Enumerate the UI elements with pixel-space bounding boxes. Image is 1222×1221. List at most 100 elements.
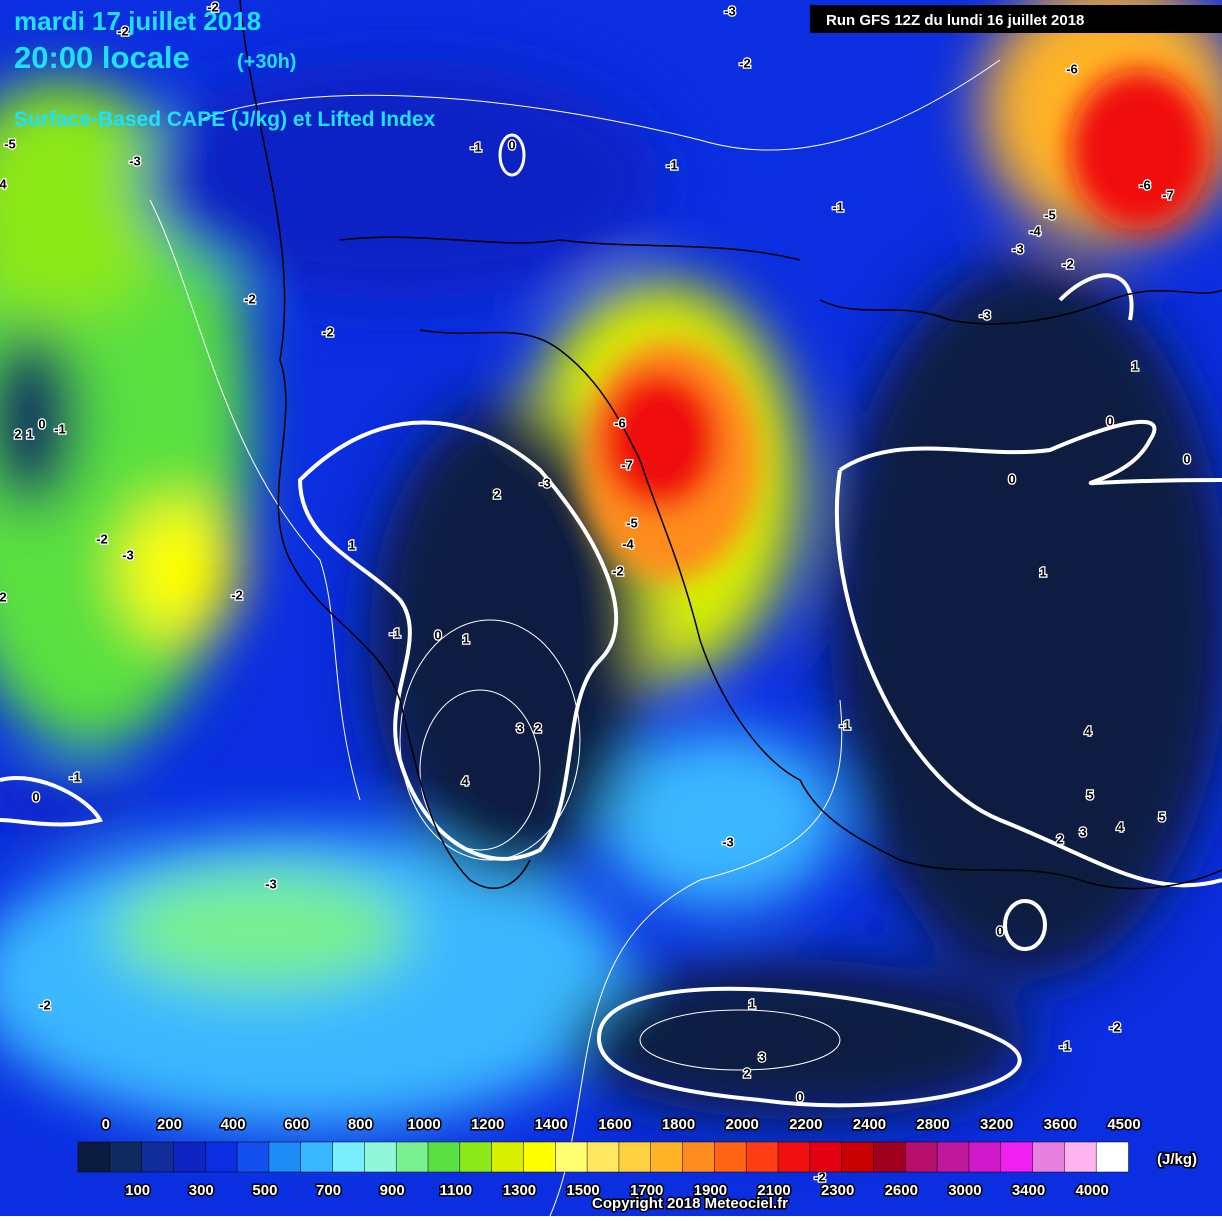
contour-label: -1 <box>1059 1038 1071 1053</box>
legend-label: 1000 <box>407 1116 440 1133</box>
contour-label: 1 <box>26 426 33 441</box>
legend-label: 1800 <box>662 1116 695 1133</box>
legend-swatch <box>1095 1141 1129 1173</box>
legend-label: 4500 <box>1107 1116 1140 1133</box>
legend-swatch <box>650 1141 684 1173</box>
contour-label: 2 <box>14 426 21 441</box>
contour-label: 3 <box>758 1049 765 1064</box>
contour-label: -2 <box>612 563 624 578</box>
contour-label: -2 <box>207 0 219 14</box>
legend-swatch <box>300 1141 334 1173</box>
product-name: Surface-Based CAPE (J/kg) et Lifted Inde… <box>14 108 436 131</box>
contour-label: -5 <box>1044 207 1056 222</box>
legend-swatch <box>873 1141 907 1173</box>
contour-label: -1 <box>666 157 678 172</box>
run-label: Run GFS 12Z du lundi 16 juillet 2018 <box>826 12 1084 29</box>
contour-label: -2 <box>244 291 256 306</box>
contour-label: 2 <box>743 1065 750 1080</box>
contour-label: 1 <box>462 631 469 646</box>
contour-label: -7 <box>1162 187 1174 202</box>
contour-label: -3 <box>1012 241 1024 256</box>
cape-field <box>0 0 1222 1130</box>
legend-swatch <box>968 1141 1002 1173</box>
legend-label: 2400 <box>853 1116 886 1133</box>
legend-swatch <box>1032 1141 1066 1173</box>
contour-label: 0 <box>1008 471 1015 486</box>
legend-label: 1700 <box>630 1182 663 1199</box>
legend-label: 2300 <box>821 1182 854 1199</box>
legend-label: 0 <box>102 1116 110 1133</box>
legend-swatch <box>77 1141 111 1173</box>
contour-label: -2 <box>231 587 243 602</box>
legend-label: 2800 <box>916 1116 949 1133</box>
contour-label: 4 <box>0 176 7 191</box>
legend-swatch <box>618 1141 652 1173</box>
contour-label: -4 <box>622 536 634 551</box>
contour-label: -3 <box>722 834 734 849</box>
legend-swatch <box>205 1141 238 1173</box>
legend-swatch <box>777 1141 811 1173</box>
legend-label: 600 <box>284 1116 309 1133</box>
legend-swatch <box>173 1141 207 1173</box>
legend-swatch <box>236 1141 270 1173</box>
legend-label: 300 <box>189 1182 214 1199</box>
legend-swatch <box>395 1141 429 1173</box>
contour-label: 0 <box>1106 413 1113 428</box>
legend-label: 3600 <box>1044 1116 1077 1133</box>
legend-label: 1100 <box>440 1182 473 1199</box>
legend-label: 800 <box>348 1116 373 1133</box>
contour-label: -2 <box>96 531 108 546</box>
legend-unit: (J/kg) <box>1157 1151 1197 1168</box>
contour-label: -2 <box>739 55 751 70</box>
contour-label: -2 <box>1062 256 1074 271</box>
legend-swatch <box>1064 1141 1097 1173</box>
cape-core <box>580 70 1210 580</box>
legend-label: 4000 <box>1075 1182 1108 1199</box>
contour-label: -5 <box>4 136 16 151</box>
lead-time: (+30h) <box>237 51 296 73</box>
legend-swatch <box>936 1141 970 1173</box>
contour-label: -3 <box>122 547 134 562</box>
contour-label: 0 <box>996 923 1003 938</box>
legend-swatch <box>586 1141 620 1173</box>
contour-label: -3 <box>129 153 141 168</box>
legend-label: 1400 <box>535 1116 568 1133</box>
contour-label: -4 <box>1029 223 1041 238</box>
legend-label: 500 <box>252 1182 277 1199</box>
legend-swatch <box>141 1141 175 1173</box>
contour-label: -1 <box>470 139 482 154</box>
forecast-date: mardi 17 juillet 2018 <box>14 6 261 36</box>
contour-labels: -2-2-3-6-2-5-34-1 0-1-1-6-7-5-4-3-2-2-2-3… <box>0 0 1192 1186</box>
legend-label: 1200 <box>471 1116 504 1133</box>
contour-label: 3 <box>1079 824 1086 839</box>
contour-label: -2 <box>322 324 334 339</box>
contour-label: -3 <box>724 3 736 18</box>
legend-label: 3400 <box>1012 1182 1045 1199</box>
legend-swatch <box>1000 1141 1034 1173</box>
legend-swatch <box>841 1141 875 1173</box>
legend-swatch <box>745 1141 779 1173</box>
legend-label: 3000 <box>948 1182 981 1199</box>
contour-label: -2 <box>1109 1019 1121 1034</box>
legend-label: 200 <box>157 1116 182 1133</box>
legend-label: 900 <box>380 1182 405 1199</box>
contour-label: 3 <box>516 720 523 735</box>
legend-swatch <box>491 1141 525 1173</box>
contour-label: 1 <box>1131 358 1138 373</box>
legend: 0 100 200 300 400 500 600 700 800 900 1000 1100 1200… <box>77 1114 1142 1200</box>
legend-label: 1600 <box>598 1116 631 1133</box>
legend-swatch <box>364 1141 397 1173</box>
contour-label: -2 <box>39 997 51 1012</box>
legend-swatch <box>809 1141 843 1173</box>
contour-label: 1 <box>748 996 755 1011</box>
legend-label: 1500 <box>566 1182 599 1199</box>
legend-swatch <box>427 1141 461 1173</box>
lifted-index-contours <box>0 59 1222 1217</box>
contour-label: -1 <box>54 421 66 436</box>
contour-label: -1 <box>839 717 851 732</box>
contour-label: 4 <box>1084 723 1092 738</box>
contour-label: 4 <box>1116 819 1124 834</box>
legend-swatch <box>109 1141 143 1173</box>
contour-label: 2 <box>534 720 541 735</box>
